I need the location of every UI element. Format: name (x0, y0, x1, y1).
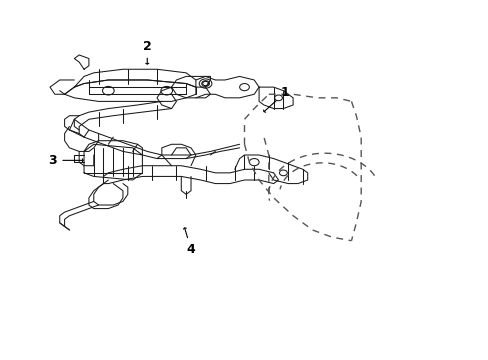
Text: 3: 3 (49, 154, 83, 167)
Text: 4: 4 (183, 228, 195, 256)
Text: 1: 1 (263, 86, 289, 112)
Text: 2: 2 (142, 40, 151, 64)
